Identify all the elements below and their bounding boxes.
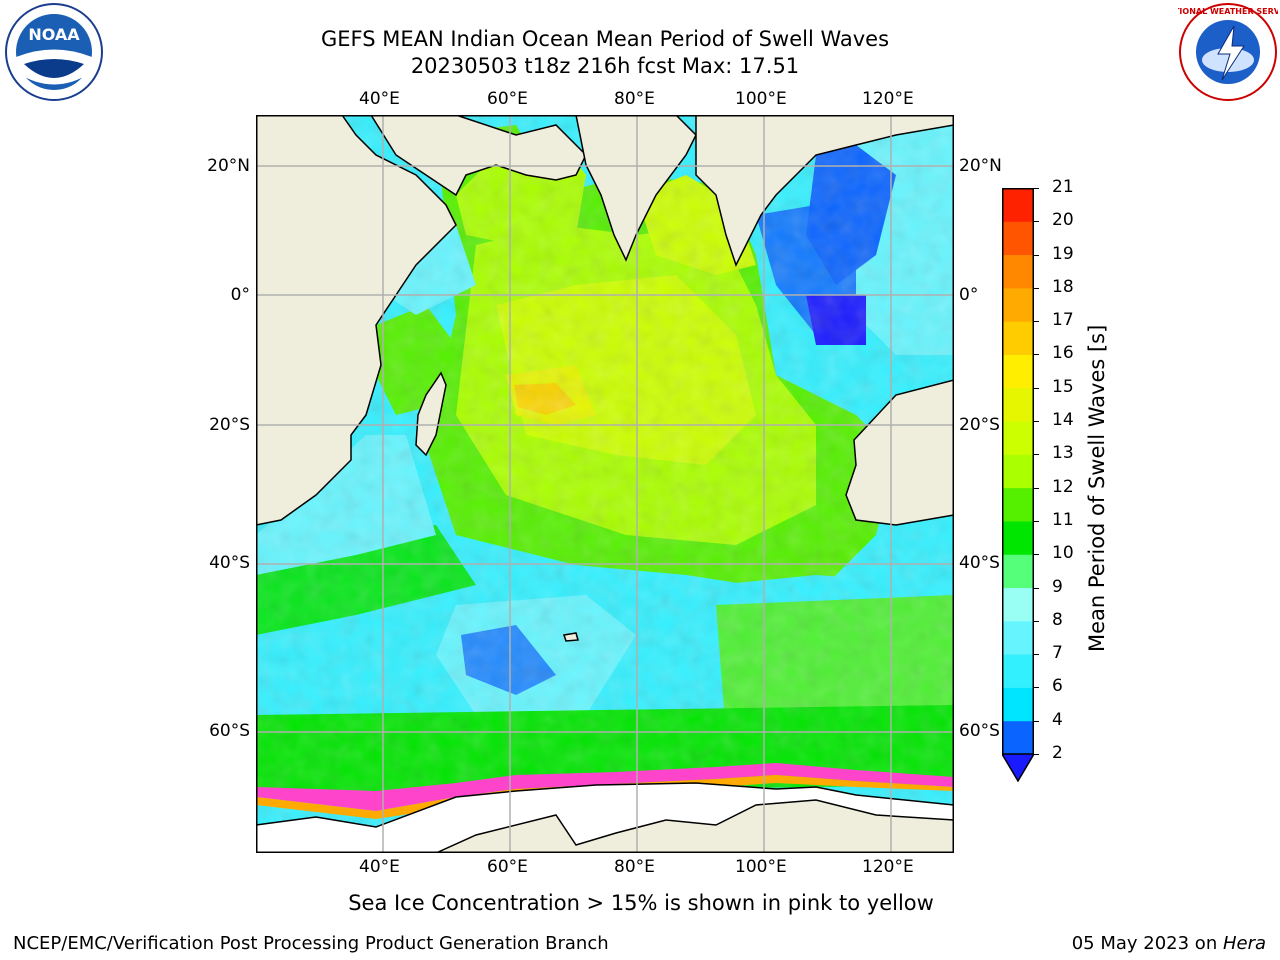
colorbar-segment (1002, 354, 1034, 389)
colorbar-tick-mark (1034, 587, 1039, 589)
colorbar-segment (1002, 520, 1034, 555)
colorbar-segment (1002, 221, 1034, 256)
lon-label-top-40e: 40°E (359, 89, 400, 109)
lon-label-bottom-60e: 60°E (487, 857, 528, 877)
colorbar-tick-label: 11 (1052, 509, 1074, 530)
footer-credit: NCEP/EMC/Verification Post Processing Pr… (13, 933, 609, 954)
lat-label-left-60s: 60°S (209, 721, 250, 741)
colorbar-tick-mark (1034, 254, 1039, 256)
lat-label-left-20n: 20°N (207, 156, 250, 176)
footer-date: 05 May 2023 on Hera (1072, 933, 1266, 954)
lon-label-bottom-40e: 40°E (359, 857, 400, 877)
noaa-logo: NOAA (4, 2, 104, 102)
colorbar-tick-mark (1034, 487, 1039, 489)
colorbar-tick-mark (1034, 754, 1039, 755)
lat-label-left-0: 0° (230, 285, 250, 305)
colorbar-segment (1002, 654, 1034, 688)
colorbar-tick-label: 14 (1052, 410, 1074, 431)
colorbar-tick-label: 4 (1052, 709, 1063, 730)
lat-label-right-20s: 20°S (959, 415, 1000, 435)
chart-title: GEFS MEAN Indian Ocean Mean Period of Sw… (320, 27, 890, 51)
colorbar-segment (1002, 287, 1034, 322)
footer-host: Hera (1222, 933, 1266, 954)
chart-subtitle: 20230503 t18z 216h fcst Max: 17.51 (410, 54, 800, 78)
colorbar-segment (1002, 487, 1034, 522)
lat-label-left-20s: 20°S (209, 415, 250, 435)
colorbar-svg (1000, 188, 1036, 783)
lon-label-top-60e: 60°E (487, 89, 528, 109)
lon-label-top-120e: 120°E (862, 89, 914, 109)
colorbar-tick-label: 6 (1052, 676, 1063, 697)
colorbar-tick-label: 20 (1052, 210, 1074, 231)
colorbar-segment (1002, 554, 1034, 589)
colorbar-tick-mark (1034, 321, 1039, 323)
colorbar-tick-label: 10 (1052, 543, 1074, 564)
colorbar-tick-mark (1034, 421, 1039, 423)
colorbar-tick-label: 18 (1052, 276, 1074, 297)
colorbar-segment (1002, 254, 1034, 289)
land (255, 114, 955, 854)
footer-date-text: 05 May 2023 on (1071, 933, 1223, 954)
colorbar-ticks: 2 4 6 7 8 9 10 11 12 13 14 15 16 17 18 19 20 21 (1034, 177, 1100, 782)
colorbar-tick-label: 8 (1052, 609, 1063, 630)
colorbar-tick-mark (1034, 188, 1039, 189)
colorbar-tick-label: 17 (1052, 310, 1074, 331)
colorbar-tick-mark (1034, 221, 1039, 223)
colorbar-segment (1002, 387, 1034, 422)
colorbar (1000, 188, 1036, 783)
colorbar-title: Mean Period of Swell Waves [s] (1085, 324, 1109, 652)
map-svg (255, 114, 955, 854)
colorbar-tick-label: 19 (1052, 243, 1074, 264)
map-frame (256, 115, 954, 853)
lon-label-top-100e: 100°E (735, 89, 787, 109)
colorbar-segment (1002, 587, 1034, 622)
colorbar-tick-label: 2 (1052, 743, 1063, 763)
lat-label-right-20n: 20°N (959, 156, 1002, 176)
colorbar-segment (1002, 188, 1034, 222)
colorbar-tick-label: 12 (1052, 476, 1074, 497)
colorbar-tick-mark (1034, 687, 1039, 689)
colorbar-segment (1002, 687, 1034, 722)
colorbar-tick-label: 13 (1052, 443, 1074, 464)
colorbar-tick-mark (1034, 387, 1039, 389)
lat-label-right-0: 0° (959, 285, 979, 305)
lat-label-left-40s: 40°S (209, 553, 250, 573)
colorbar-tick-mark (1034, 520, 1039, 522)
lon-label-top-80e: 80°E (614, 89, 655, 109)
lon-label-bottom-80e: 80°E (614, 857, 655, 877)
noaa-logo-text: NOAA (28, 25, 80, 44)
colorbar-segment (1002, 454, 1034, 489)
nws-logo-text: NATIONAL WEATHER SERVICE (1178, 7, 1278, 16)
colorbar-tick-mark (1034, 554, 1039, 556)
colorbar-tick-label: 9 (1052, 576, 1063, 597)
colorbar-segment (1002, 620, 1034, 655)
colorbar-extend-triangle (1000, 753, 1036, 783)
colorbar-tick-mark (1034, 620, 1039, 622)
lat-label-right-60s: 60°S (959, 721, 1000, 741)
colorbar-tick-label: 15 (1052, 376, 1074, 397)
lat-label-right-40s: 40°S (959, 553, 1000, 573)
colorbar-tick-mark (1034, 720, 1039, 722)
colorbar-tick-mark (1034, 654, 1039, 656)
colorbar-tick-mark (1034, 287, 1039, 289)
map-panel (255, 114, 955, 854)
colorbar-frame (1002, 188, 1034, 754)
colorbar-tick-label: 21 (1052, 177, 1074, 197)
colorbar-tick-mark (1034, 354, 1039, 356)
colorbar-tick-label: 7 (1052, 643, 1063, 664)
colorbar-tick-mark (1034, 454, 1039, 456)
gridlines (256, 115, 954, 853)
colorbar-segment (1002, 720, 1034, 755)
lon-label-bottom-120e: 120°E (862, 857, 914, 877)
colorbar-tick-label: 16 (1052, 343, 1074, 364)
lon-label-bottom-100e: 100°E (735, 857, 787, 877)
colorbar-segment (1002, 421, 1034, 455)
sea-ice-caption: Sea Ice Concentration > 15% is shown in … (348, 891, 934, 915)
colorbar-segment (1002, 321, 1034, 355)
nws-logo: NATIONAL WEATHER SERVICE (1162, 2, 1280, 102)
